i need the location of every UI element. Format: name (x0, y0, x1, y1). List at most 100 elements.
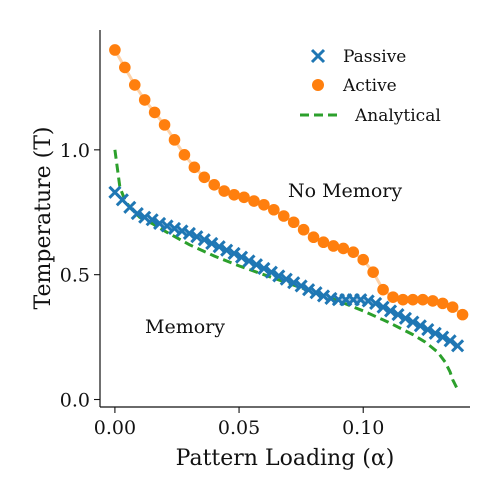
active-point (337, 242, 350, 255)
active-point (367, 266, 379, 278)
active-point (317, 236, 330, 249)
active-point (387, 291, 399, 303)
passive-point (145, 213, 159, 227)
active-point (397, 293, 409, 306)
passive-point (160, 219, 174, 233)
passive-point-stroke (220, 243, 234, 257)
y-axis-title: Temperature (T) (31, 127, 56, 310)
passive-point (249, 258, 264, 272)
active-point (218, 185, 230, 197)
passive-point (398, 311, 412, 325)
passive-point-stroke (115, 193, 129, 207)
passive-point-stroke (153, 216, 167, 231)
passive-point-stroke (451, 339, 465, 353)
active-point (128, 79, 141, 91)
active-point (307, 231, 320, 244)
active-point (277, 210, 290, 222)
passive-point (197, 233, 211, 247)
passive-point (413, 319, 427, 333)
passive-point (421, 323, 435, 337)
passive-point (436, 330, 450, 344)
passive-point-stroke (130, 206, 144, 221)
active-point (228, 188, 240, 201)
x-tick-label: 0.05 (218, 417, 260, 439)
active-point (436, 297, 449, 310)
legend-marker-active (312, 79, 324, 91)
passive-point-stroke (272, 269, 286, 283)
legend: Passive Active Analytical (300, 47, 441, 126)
analytical-series-line (113, 149, 459, 391)
x-axis-title: Pattern Loading (α) (176, 446, 395, 471)
passive-point (391, 308, 405, 322)
passive-point-stroke (413, 319, 427, 333)
passive-point (279, 272, 293, 286)
passive-point (212, 240, 226, 254)
passive-point-stroke (383, 304, 398, 318)
passive-point (428, 326, 442, 340)
active-point (208, 178, 221, 191)
passive-point-stroke (428, 326, 442, 340)
passive-point-stroke (205, 236, 219, 251)
passive-point-stroke (212, 240, 226, 254)
active-point (407, 293, 419, 306)
passive-point (175, 224, 189, 238)
passive-point (451, 339, 465, 353)
passive-point-stroke (145, 213, 159, 227)
passive-point (257, 261, 271, 275)
passive-point (153, 216, 167, 231)
passive-point-stroke (406, 315, 420, 329)
passive-point-stroke (160, 219, 174, 233)
passive-point-stroke (279, 272, 293, 286)
passive-point-stroke (302, 283, 316, 297)
passive-point-stroke (123, 200, 137, 214)
passive-point-stroke (361, 294, 375, 308)
passive-point (138, 210, 152, 224)
passive-point (309, 286, 323, 300)
passive-point-stroke (309, 286, 323, 300)
passive-point (369, 296, 383, 310)
annotation-no-memory: No Memory (288, 180, 402, 202)
active-point (188, 161, 201, 174)
legend-label-passive: Passive (343, 47, 406, 67)
axes-layer (99, 30, 470, 408)
active-point (178, 149, 191, 161)
marks-layer (108, 44, 469, 391)
passive-point-stroke (138, 210, 152, 224)
active-point (119, 61, 131, 74)
annotation-memory: Memory (145, 316, 225, 338)
active-point (198, 171, 211, 184)
active-point (148, 106, 161, 119)
passive-point (242, 254, 256, 268)
active-point (238, 191, 250, 204)
x-tick-label: 0.00 (94, 417, 136, 439)
x-tick-label: 0.10 (342, 417, 384, 439)
passive-point-stroke (108, 185, 122, 199)
active-point (357, 253, 370, 266)
active-point (158, 119, 171, 131)
passive-point-stroke (167, 221, 182, 236)
passive-point (234, 250, 249, 264)
legend-label-analytical: Analytical (354, 106, 441, 126)
passive-point-stroke (443, 334, 457, 348)
legend-marker-passive (310, 48, 326, 64)
passive-point (383, 304, 398, 318)
passive-point (167, 221, 182, 236)
active-point (109, 44, 121, 56)
passive-point-stroke (264, 265, 278, 279)
passive-point-stroke (316, 289, 331, 303)
active-point (446, 301, 459, 313)
passive-point (443, 334, 457, 348)
passive-point (130, 206, 144, 221)
passive-point-stroke (421, 323, 435, 337)
passive-point (376, 300, 390, 314)
legend-label-active: Active (342, 76, 397, 96)
active-point (327, 240, 340, 252)
active-point (426, 295, 439, 307)
active-point (268, 203, 280, 216)
active-point (456, 308, 469, 321)
active-point (347, 246, 360, 259)
passive-point-stroke (182, 226, 196, 241)
active-point (297, 223, 310, 236)
